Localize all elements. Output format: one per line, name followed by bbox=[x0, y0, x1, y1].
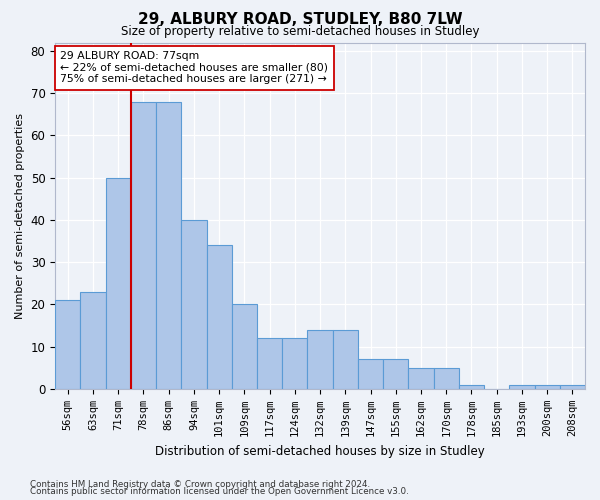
Bar bbox=[55, 300, 80, 389]
Bar bbox=[257, 338, 282, 389]
Bar bbox=[181, 220, 206, 389]
Bar bbox=[232, 304, 257, 389]
Bar bbox=[560, 384, 585, 389]
Bar bbox=[332, 330, 358, 389]
Bar bbox=[383, 360, 409, 389]
Bar bbox=[282, 338, 307, 389]
Bar bbox=[131, 102, 156, 389]
Bar bbox=[156, 102, 181, 389]
Bar bbox=[459, 384, 484, 389]
Y-axis label: Number of semi-detached properties: Number of semi-detached properties bbox=[15, 112, 25, 318]
Bar bbox=[509, 384, 535, 389]
Bar bbox=[307, 330, 332, 389]
Bar bbox=[434, 368, 459, 389]
X-axis label: Distribution of semi-detached houses by size in Studley: Distribution of semi-detached houses by … bbox=[155, 444, 485, 458]
Bar bbox=[80, 292, 106, 389]
Text: Size of property relative to semi-detached houses in Studley: Size of property relative to semi-detach… bbox=[121, 25, 479, 38]
Text: 29 ALBURY ROAD: 77sqm
← 22% of semi-detached houses are smaller (80)
75% of semi: 29 ALBURY ROAD: 77sqm ← 22% of semi-deta… bbox=[61, 51, 328, 84]
Bar bbox=[206, 246, 232, 389]
Text: Contains HM Land Registry data © Crown copyright and database right 2024.: Contains HM Land Registry data © Crown c… bbox=[30, 480, 370, 489]
Bar bbox=[106, 178, 131, 389]
Bar bbox=[409, 368, 434, 389]
Text: Contains public sector information licensed under the Open Government Licence v3: Contains public sector information licen… bbox=[30, 488, 409, 496]
Bar bbox=[535, 384, 560, 389]
Text: 29, ALBURY ROAD, STUDLEY, B80 7LW: 29, ALBURY ROAD, STUDLEY, B80 7LW bbox=[137, 12, 463, 28]
Bar bbox=[358, 360, 383, 389]
